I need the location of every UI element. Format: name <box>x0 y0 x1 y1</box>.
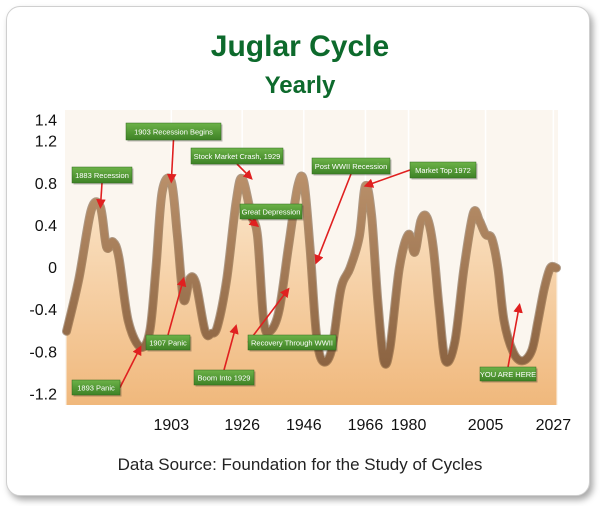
annotation-box <box>190 147 284 165</box>
annotation-box <box>239 203 303 220</box>
annotation-box <box>71 379 121 396</box>
annotation-label: 1893 Panic <box>77 383 115 392</box>
annotation-arrow <box>247 287 290 343</box>
x-tick-label: 2005 <box>468 417 504 434</box>
y-tick-label: 0 <box>48 260 57 277</box>
annotation-label: Post WWII Recession <box>315 162 388 171</box>
y-axis: 1.4 1.2 0.8 0.4 0 -0.4 -0.8 -1.2 <box>29 113 57 404</box>
annotation-box <box>71 166 133 184</box>
annotation-box <box>125 122 222 141</box>
x-tick-label: 1926 <box>224 417 260 434</box>
x-tick-label: 1903 <box>154 417 190 434</box>
annotation-box <box>479 366 537 382</box>
annotation-box <box>247 334 337 351</box>
y-tick-label: -0.4 <box>29 302 57 319</box>
annotation-box <box>193 369 255 386</box>
annotation-arrow <box>167 276 187 336</box>
annotation-label: 1907 Panic <box>149 338 187 347</box>
data-source-text: Data Source: Foundation for the Study of… <box>117 455 483 474</box>
annotation-box <box>145 334 191 351</box>
y-tick-label: 1.4 <box>35 113 57 130</box>
annotation-arrow <box>363 169 411 188</box>
annotation-arrow <box>236 163 253 180</box>
annotation-layer: 1883 Recession 1893 Panic 1903 Recession B… <box>71 122 538 397</box>
annotation-label: Recovery Through WWII <box>251 338 333 347</box>
annotation-arrow <box>96 182 106 209</box>
x-tick-label: 2027 <box>536 417 572 434</box>
annotation-label: 1903 Recession Begins <box>134 127 213 136</box>
y-tick-label: 0.8 <box>35 176 57 193</box>
y-tick-label: 0.4 <box>35 218 57 235</box>
annotation-label: Great Depression <box>242 207 301 216</box>
x-tick-label: 1946 <box>286 417 322 434</box>
annotation-box <box>311 157 391 175</box>
chart-subtitle: Yearly <box>264 72 336 99</box>
x-tick-label: 1980 <box>391 417 427 434</box>
annotation-arrow <box>223 324 239 371</box>
y-tick-label: 1.2 <box>35 134 57 151</box>
annotation-arrow <box>314 173 352 265</box>
y-tick-label: -0.8 <box>29 344 57 361</box>
annotation-box <box>409 161 477 179</box>
x-axis: 1903 1926 1946 1966 1980 2005 2027 <box>154 417 572 434</box>
annotation-label: YOU ARE HERE <box>480 370 536 379</box>
annotation-label: Stock Market Crash, 1929 <box>194 152 281 161</box>
annotation-label: 1883 Recession <box>75 171 129 180</box>
annotation-arrow <box>119 345 142 388</box>
chart-title: Juglar Cycle <box>210 30 390 63</box>
y-tick-label: -1.2 <box>29 386 57 403</box>
x-tick-label: 1966 <box>348 417 384 434</box>
annotation-label: Boom Into 1929 <box>198 373 251 382</box>
annotation-arrow <box>507 303 523 368</box>
annotation-label: Market Top 1972 <box>415 166 471 175</box>
annotation-arrow <box>166 139 177 184</box>
